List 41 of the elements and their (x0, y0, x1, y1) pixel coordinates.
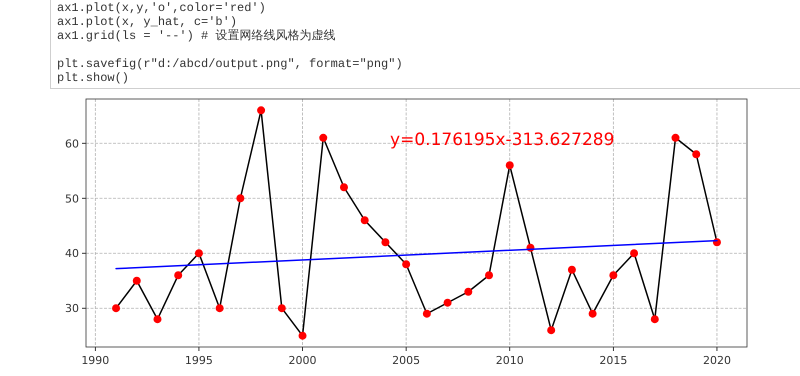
y-tick-label: 30 (65, 302, 79, 316)
point (692, 150, 700, 158)
point (174, 271, 182, 280)
point (319, 134, 328, 142)
point (340, 183, 348, 192)
point (236, 194, 244, 202)
point (547, 326, 556, 334)
point (422, 310, 431, 318)
point (568, 266, 576, 274)
point (112, 304, 120, 312)
x-tick-label: 1990 (81, 354, 110, 367)
point (360, 216, 369, 224)
point (630, 249, 638, 258)
point (278, 304, 286, 312)
point (506, 161, 514, 170)
y-tick-label: 40 (65, 247, 79, 260)
point (609, 271, 618, 280)
point (381, 238, 390, 246)
point (402, 260, 410, 268)
x-tick-label: 2010 (496, 354, 524, 367)
y-tick-label: 60 (65, 137, 79, 150)
annotation: y=0.176195x-313.627289 (390, 130, 614, 150)
point (132, 276, 141, 285)
x-tick-label: 2020 (702, 354, 731, 367)
point (298, 332, 307, 340)
x-tick-label: 1995 (184, 354, 213, 367)
point (464, 288, 472, 296)
point (257, 106, 266, 114)
point (672, 134, 680, 142)
x-tick-label: 2015 (599, 354, 628, 367)
x-tick-label: 2000 (288, 354, 317, 367)
point (153, 315, 162, 324)
point (650, 315, 659, 324)
y-tick-label: 50 (65, 192, 79, 206)
point (194, 249, 203, 258)
text: ax1.plot(x,y,'o',color='red') ax1.plot(x, y_hat, c='b') ax1.grid(ls = '--') # 设置网络线风格为虚线 plt.savefig(r"d:/abcd/output.png", format="png") plt.show() (57, 1, 403, 85)
point (216, 304, 224, 312)
x-tick-label: 2005 (392, 354, 420, 367)
point (485, 271, 494, 280)
point (588, 310, 597, 318)
point (444, 298, 452, 307)
